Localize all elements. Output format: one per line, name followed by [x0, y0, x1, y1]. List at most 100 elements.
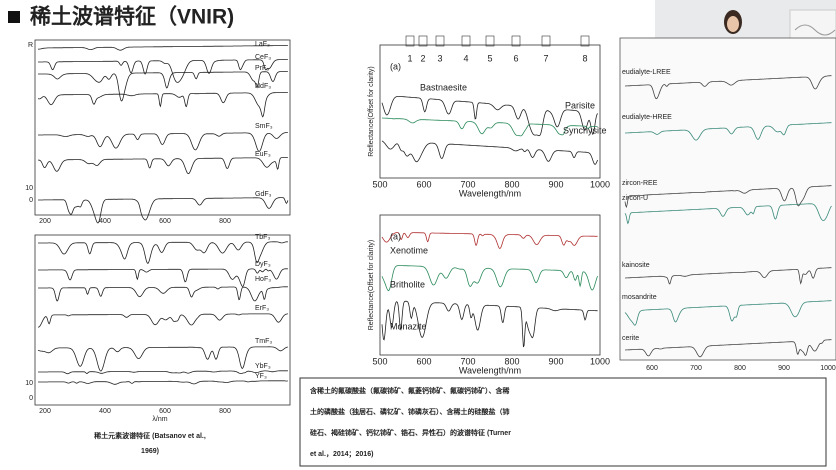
- spectrum-line: [625, 122, 832, 141]
- label: HoF₃: [255, 276, 271, 283]
- left-figure: [34, 39, 291, 406]
- label: 800: [734, 365, 746, 372]
- label: YF₃: [255, 373, 267, 380]
- label: 0: [29, 395, 33, 402]
- label: 含稀土的氟碳酸盐（氟碳铈矿、氟菱钙铈矿、氟碳钙铈矿）、含稀: [310, 386, 510, 395]
- label: 800: [504, 356, 519, 366]
- label: SmF₃: [255, 123, 273, 130]
- label: DyF₃: [255, 261, 271, 268]
- spectrum-line: [38, 197, 289, 224]
- label: 6: [513, 53, 518, 63]
- spectrum-line: [381, 265, 598, 292]
- spectrum-line: [381, 300, 598, 348]
- label: et al.，2014；2016): [310, 451, 373, 458]
- caption-box: [299, 377, 827, 467]
- band-box: [485, 35, 495, 47]
- band-box: [511, 35, 521, 47]
- label: EuF₃: [255, 151, 271, 158]
- spectrum-line: [38, 370, 288, 375]
- title-bullet: [8, 11, 20, 23]
- label: 700: [460, 356, 475, 366]
- label: eudialyte-LREE: [622, 69, 671, 76]
- label: zircon-REE: [622, 180, 658, 187]
- label: 800: [219, 218, 231, 225]
- band-box: [435, 35, 445, 47]
- spectrum-line: [37, 45, 288, 51]
- label: Wavelength/nm: [459, 365, 521, 375]
- spectrum-line: [624, 185, 832, 209]
- label: cerite: [622, 335, 639, 342]
- label: 10: [25, 380, 33, 387]
- label: Parisite: [565, 100, 595, 110]
- right-figure: [619, 37, 836, 361]
- band-box: [541, 35, 551, 47]
- label: 1000: [590, 179, 610, 189]
- label: 稀土元素波谱特征 (Batsanov et al.,: [94, 431, 206, 440]
- label: Britholite: [390, 279, 425, 289]
- label: Reflectance(Offset for clarity): [368, 66, 375, 157]
- label: 硅石、褐硅铈矿、钙钇铈矿、锆石、异性石）的波谱特征 (Turner: [310, 428, 511, 437]
- spectrum-line: [38, 71, 288, 102]
- spectrum-line: [38, 380, 288, 385]
- label: Monazite: [390, 321, 427, 331]
- label: PrF₃: [255, 65, 269, 72]
- label: (a): [390, 61, 401, 71]
- spectrum-line: [625, 75, 832, 100]
- label: 700: [690, 365, 702, 372]
- label: Reflectance(Offset for clarity): [368, 240, 375, 331]
- label: Synchysite: [563, 125, 607, 135]
- label: 0: [29, 197, 33, 204]
- spectrum-line: [37, 92, 288, 118]
- label: 10: [25, 185, 33, 192]
- label: zircon-U: [622, 195, 648, 202]
- label: 5: [487, 53, 492, 63]
- spectrum-line: [381, 140, 598, 165]
- label: 500: [372, 356, 387, 366]
- label: 4: [463, 53, 468, 63]
- label: GdF₃: [255, 191, 272, 198]
- label: mosandrite: [622, 294, 657, 301]
- label: Wavelength/nm: [459, 188, 521, 198]
- label: 8: [582, 53, 587, 63]
- slide-title: 稀土波谱特征（VNIR): [30, 5, 234, 29]
- label: kainosite: [622, 262, 650, 269]
- spectrum-line: [38, 313, 288, 328]
- band-box: [461, 35, 471, 47]
- spectrum-line: [38, 132, 288, 152]
- label: Xenotime: [390, 245, 428, 255]
- spectrum-line: [382, 117, 598, 137]
- label: 3: [437, 53, 442, 63]
- label: 1000: [590, 356, 610, 366]
- spectrum-line: [37, 157, 288, 175]
- band-box: [405, 35, 415, 47]
- label: YbF₃: [255, 363, 271, 370]
- spectrum-line: [624, 300, 832, 326]
- label: (a): [390, 231, 401, 241]
- spectrum-line: [38, 286, 288, 302]
- label: ErF₃: [255, 305, 269, 312]
- label: 1000: [820, 365, 836, 372]
- label: 600: [416, 179, 431, 189]
- spectrum-line: [625, 267, 832, 285]
- label: 400: [99, 408, 111, 415]
- label: 600: [416, 356, 431, 366]
- spectrum-line: [624, 203, 832, 225]
- label: 2: [420, 53, 425, 63]
- label: 600: [159, 218, 171, 225]
- label: 400: [99, 218, 111, 225]
- label: R: [28, 42, 33, 49]
- spectrum-line: [38, 241, 288, 264]
- label: 600: [646, 365, 658, 372]
- label: 900: [548, 179, 563, 189]
- spectrum-line: [381, 96, 598, 137]
- spectrum-line: [625, 339, 832, 358]
- label: λ/nm: [152, 416, 167, 423]
- label: CeF₃: [255, 54, 271, 61]
- label: Bastnaesite: [420, 82, 467, 92]
- label: 900: [778, 365, 790, 372]
- spectrum-line: [38, 59, 288, 83]
- label: 800: [219, 408, 231, 415]
- label: 900: [548, 356, 563, 366]
- label: LaF₃: [255, 41, 270, 48]
